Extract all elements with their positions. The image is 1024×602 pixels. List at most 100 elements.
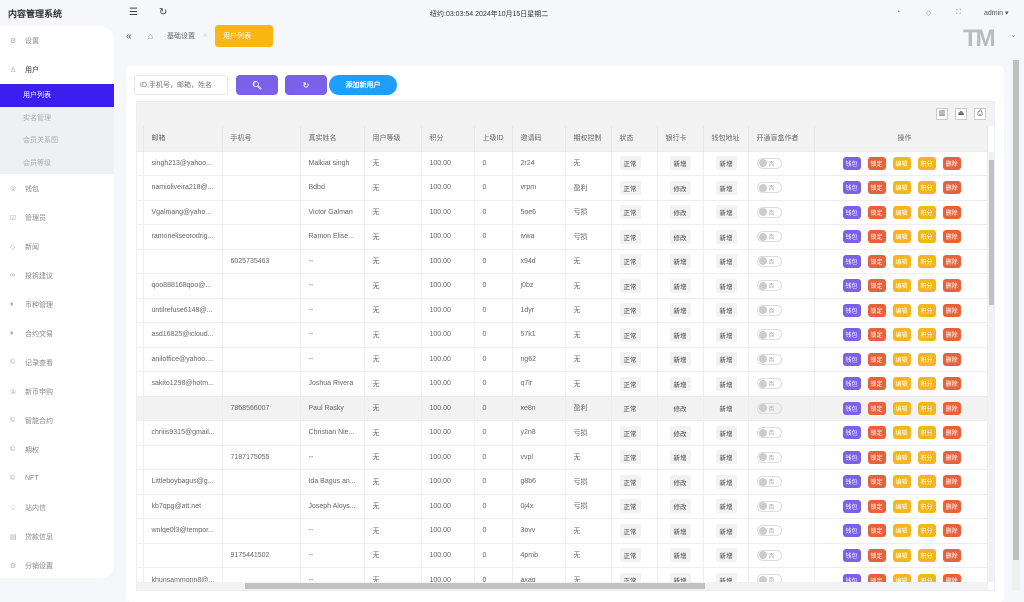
points-button[interactable]: 积分 [917,181,936,195]
sidebar-subitem[interactable]: 会员关系图 [0,129,114,152]
bank-card-button[interactable]: 新增 [669,278,691,293]
tab-user-list[interactable]: 用户列表 [215,25,274,47]
wallet-button[interactable]: 钱包 [842,181,861,195]
wallet-address-button[interactable]: 新增 [715,303,737,318]
bank-card-button[interactable]: 新增 [669,254,691,269]
wallet-address-button[interactable]: 新增 [715,278,737,293]
bank-card-button[interactable]: 修改 [669,401,691,416]
sidebar-item[interactable]: ☑ 管理员 [0,203,114,232]
lock-button[interactable]: 锁定 [867,181,886,195]
wallet-button[interactable]: 钱包 [842,401,861,415]
delete-button[interactable]: 删除 [942,205,961,219]
close-tab-icon[interactable]: × [203,32,208,40]
delete-button[interactable]: 删除 [942,524,961,538]
delete-button[interactable]: 删除 [942,352,961,366]
lock-button[interactable]: 锁定 [867,279,886,293]
sidebar-item[interactable]: ▤ 贷款信息 [0,522,114,551]
bank-card-button[interactable]: 新增 [669,450,691,465]
sidebar-item[interactable]: ◇ 新闻 [0,232,114,261]
wallet-address-button[interactable]: 新增 [715,205,737,220]
sidebar-item[interactable]: ① 钱包 [0,174,114,203]
lock-button[interactable]: 锁定 [867,475,886,489]
delete-button[interactable]: 删除 [942,548,961,562]
delete-button[interactable]: 删除 [942,401,961,415]
reset-button[interactable]: ↻ [285,75,327,95]
points-button[interactable]: 积分 [917,377,936,391]
points-button[interactable]: 积分 [917,230,936,244]
blindbox-author-toggle[interactable]: 否 [756,280,782,291]
edit-button[interactable]: 编辑 [892,205,911,219]
blindbox-author-toggle[interactable]: 否 [756,525,782,536]
wallet-address-button[interactable]: 新增 [715,401,737,416]
wallet-address-button[interactable]: 新增 [715,156,737,171]
edit-button[interactable]: 编辑 [892,230,911,244]
wallet-address-button[interactable]: 新增 [715,523,737,538]
wallet-button[interactable]: 钱包 [842,328,861,342]
sidebar-item[interactable]: © 记录查看 [0,348,114,377]
delete-button[interactable]: 删除 [942,156,961,170]
table-vertical-scrollbar[interactable] [988,152,994,582]
search-button[interactable]: 🔍︎ [236,75,278,95]
wallet-button[interactable]: 钱包 [842,303,861,317]
points-button[interactable]: 积分 [917,303,936,317]
points-button[interactable]: 积分 [917,328,936,342]
collapse-tabs-icon[interactable]: « [126,30,132,42]
home-icon[interactable]: ⌂ [147,31,153,41]
blindbox-author-toggle[interactable]: 否 [756,427,782,438]
delete-button[interactable]: 删除 [942,254,961,268]
edit-button[interactable]: 编辑 [892,352,911,366]
points-button[interactable]: 积分 [917,352,936,366]
sidebar-item[interactable]: ♙ 用户 [0,55,114,84]
wallet-button[interactable]: 钱包 [842,205,861,219]
delete-button[interactable]: 删除 [942,475,961,489]
wallet-button[interactable]: 钱包 [842,230,861,244]
wallet-address-button[interactable]: 新增 [715,474,737,489]
wallet-button[interactable]: 钱包 [842,475,861,489]
sidebar-item[interactable]: ⚙ 分销设置 [0,551,114,580]
wallet-address-button[interactable]: 新增 [715,376,737,391]
points-button[interactable]: 积分 [917,524,936,538]
sidebar-subitem[interactable]: 会员等级 [0,151,114,174]
wallet-address-button[interactable]: 新增 [715,254,737,269]
bank-card-button[interactable]: 新增 [669,548,691,563]
user-menu[interactable]: admin ▾ [984,10,1009,17]
bank-card-button[interactable]: 修改 [669,474,691,489]
wallet-button[interactable]: 钱包 [842,254,861,268]
delete-button[interactable]: 删除 [942,279,961,293]
columns-icon[interactable]: ▥ [936,108,948,120]
blindbox-author-toggle[interactable]: 否 [756,304,782,316]
delete-button[interactable]: 删除 [942,450,961,464]
wallet-button[interactable]: 钱包 [842,352,861,366]
blindbox-author-toggle[interactable]: 否 [756,500,782,512]
edit-button[interactable]: 编辑 [892,254,911,268]
sidebar-item[interactable]: © 期权 [0,435,114,464]
points-button[interactable]: 积分 [917,156,936,170]
bank-card-button[interactable]: 修改 [669,499,691,514]
edit-button[interactable]: 编辑 [892,450,911,464]
edit-button[interactable]: 编辑 [892,548,911,562]
sidebar-item[interactable]: © 智能合约 [0,406,114,435]
fullscreen-icon[interactable]: ⛶ [956,9,961,16]
edit-button[interactable]: 编辑 [892,426,911,440]
blindbox-author-toggle[interactable]: 否 [756,182,782,193]
sidebar-subitem[interactable]: 用户列表 [0,84,114,107]
page-scrollbar[interactable] [1012,60,1020,590]
edit-button[interactable]: 编辑 [892,156,911,170]
points-button[interactable]: 积分 [917,475,936,489]
points-button[interactable]: 积分 [917,426,936,440]
lock-button[interactable]: 锁定 [867,377,886,391]
wallet-address-button[interactable]: 新增 [715,180,737,195]
blindbox-author-toggle[interactable]: 否 [756,206,782,218]
menu-toggle-icon[interactable]: ☰ [129,7,138,18]
points-button[interactable]: 积分 [917,205,936,219]
blindbox-author-toggle[interactable]: 否 [756,255,782,267]
wallet-address-button[interactable]: 新增 [715,229,737,244]
blindbox-author-toggle[interactable]: 否 [756,402,782,414]
delete-button[interactable]: 删除 [942,499,961,513]
lock-button[interactable]: 锁定 [867,548,886,562]
points-button[interactable]: 积分 [917,499,936,513]
sidebar-item[interactable]: ∞ 投拆建议 [0,261,114,290]
edit-button[interactable]: 编辑 [892,475,911,489]
delete-button[interactable]: 删除 [942,426,961,440]
points-button[interactable]: 积分 [917,254,936,268]
